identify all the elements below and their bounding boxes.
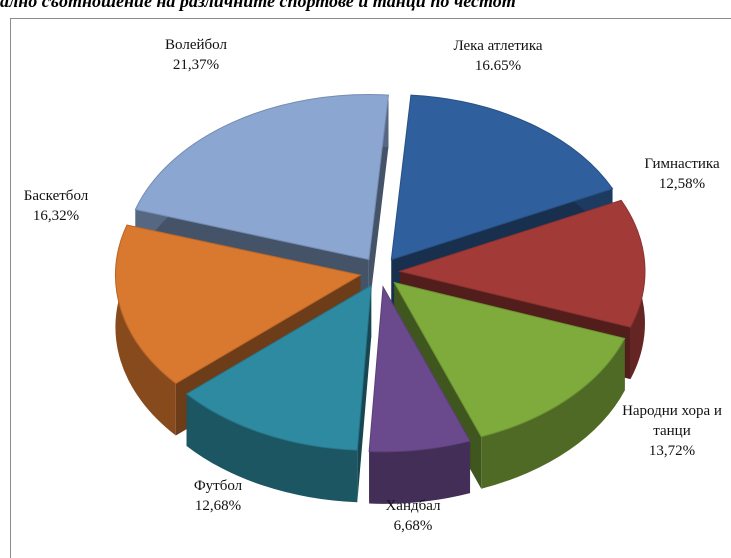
slice-category-label: Баскетбол (24, 188, 89, 204)
slice-category-label: Гимнастика (644, 156, 720, 172)
slice-value-label: 12,68% (195, 498, 241, 514)
pie-slice (368, 285, 471, 453)
slice-value-label: 21,37% (173, 57, 219, 73)
pie-slice-wall (368, 95, 389, 312)
slice-category-label: танци (653, 423, 690, 439)
pie-slice (390, 94, 614, 261)
slice-category-label: Волейбол (165, 37, 227, 53)
chart-title: ално съотношение на различните спортове … (0, 0, 516, 11)
pie-slice (134, 94, 389, 261)
pie-slice (393, 281, 626, 438)
pie-slice (114, 224, 362, 385)
pie-slice-rim (186, 393, 358, 503)
pie-slice-rim (115, 225, 176, 436)
pie-chart: Лека атлетика 16.65% Гимнастика 12,58% Народ… (24, 37, 722, 534)
pie-slice-rim (481, 338, 625, 489)
slice-value-label: 12,58% (659, 176, 705, 192)
pie-slice-wall (357, 285, 372, 503)
slice-value-label: 16.65% (475, 58, 521, 74)
pie-labels: Лека атлетика 16.65% Гимнастика 12,58% Народ… (24, 37, 722, 534)
slice-category-label: Хандбал (385, 498, 441, 514)
slice-value-label: 13,72% (649, 443, 695, 459)
pie-slice-rim (369, 441, 471, 504)
slice-category-label: Футбол (194, 478, 243, 494)
pie-slice (185, 284, 372, 451)
pie-slice (398, 199, 646, 328)
slice-value-label: 6,68% (394, 518, 433, 534)
pie-tops (114, 94, 646, 453)
chart-frame (10, 18, 731, 558)
slice-category-label: Лека атлетика (453, 38, 542, 54)
slice-category-label: Народни хора и (622, 403, 722, 419)
slice-value-label: 16,32% (33, 208, 79, 224)
